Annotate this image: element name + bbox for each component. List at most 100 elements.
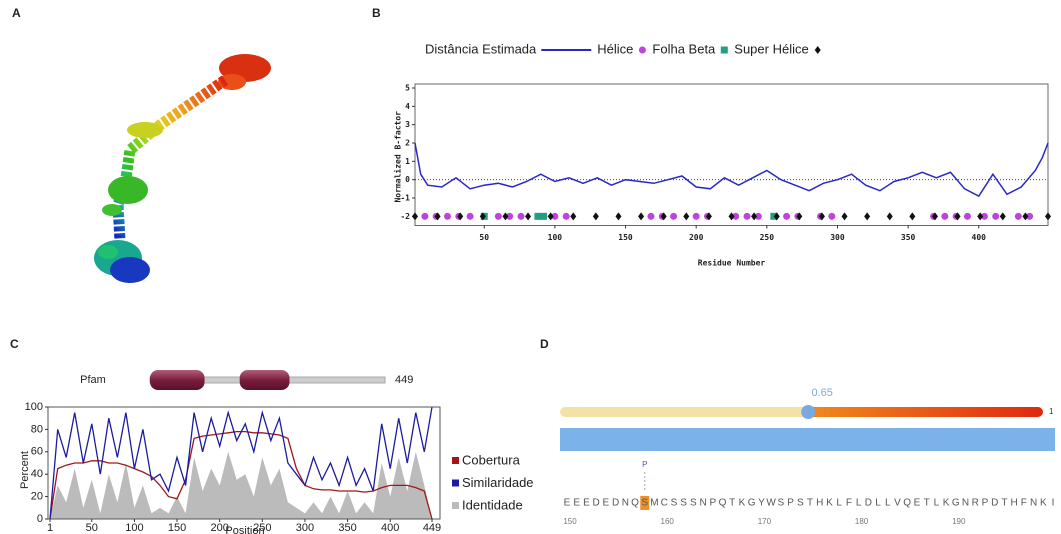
y-tick-label: -1 [400, 194, 410, 203]
structure-marker [963, 212, 971, 220]
residue: L [836, 498, 842, 509]
scale-max-label: 1 [1049, 407, 1054, 416]
residue: D [593, 498, 600, 509]
legend-label: Similaridade [462, 475, 534, 490]
x-tick-label: 300 [296, 522, 314, 534]
structure-marker [525, 212, 532, 221]
pfam-domain [239, 370, 290, 390]
structure-marker [494, 212, 502, 220]
residue: Q [719, 498, 727, 509]
structure-marker [466, 212, 474, 220]
x-tick-label: 100 [125, 522, 143, 534]
y-axis-title: Percent [19, 451, 31, 489]
residue: T [807, 498, 813, 509]
residue: D [612, 498, 619, 509]
x-tick-label: 200 [689, 233, 704, 242]
structure-marker [743, 212, 751, 220]
structure-marker [517, 212, 525, 220]
residue: L [875, 498, 881, 509]
residue: L [885, 498, 891, 509]
residue: D [991, 498, 998, 509]
plot-frame [47, 406, 441, 520]
y-tick-label: 100 [25, 401, 43, 413]
y-tick-label: -2 [400, 212, 410, 221]
legend-label: Identidade [462, 497, 523, 512]
y-tick-label: 3 [405, 120, 410, 129]
score-label: 0.65 [811, 387, 832, 399]
legend-swatch [452, 479, 459, 487]
structure-marker [783, 212, 791, 220]
structure-marker [412, 212, 418, 221]
structure-marker [547, 212, 554, 221]
structure-marker [864, 212, 871, 221]
structure-marker [570, 212, 577, 221]
domain-blob [127, 122, 163, 138]
legend-label: Hélice [597, 41, 633, 56]
residue: D [865, 498, 872, 509]
residue: V [894, 498, 901, 509]
residue: W [766, 498, 776, 509]
structure-marker [540, 212, 548, 220]
residue: L [856, 498, 862, 509]
structure-marker [457, 212, 464, 221]
residue: K [1040, 498, 1047, 509]
structure-marker [421, 212, 429, 220]
structure-marker [705, 212, 712, 221]
residue: N [1030, 498, 1037, 509]
x-tick-label: 250 [760, 233, 775, 242]
legend-label: Distância Estimada [425, 41, 537, 56]
structure-marker [931, 212, 938, 221]
x-tick-label: 50 [479, 233, 489, 242]
structure-marker [992, 212, 1000, 220]
modification-label: P [642, 460, 647, 469]
legend-label: Cobertura [462, 452, 521, 467]
x-tick-label: 180 [855, 517, 869, 526]
x-tick-label: 160 [661, 517, 675, 526]
residue: E [583, 498, 590, 509]
residue: R [972, 498, 979, 509]
x-tick-label: 150 [618, 233, 633, 242]
residue: G [748, 498, 756, 509]
y-tick-label: 2 [405, 139, 410, 148]
residue: Y [758, 498, 765, 509]
y-tick-label: 40 [31, 468, 43, 480]
residue: S [680, 498, 687, 509]
residue: K [739, 498, 746, 509]
structure-marker [954, 212, 961, 221]
residue: S [641, 498, 648, 509]
residue: T [924, 498, 930, 509]
structure-marker [732, 212, 740, 220]
residue: M [650, 498, 658, 509]
residue: L [934, 498, 940, 509]
x-tick-label: 350 [338, 522, 356, 534]
data-line [49, 406, 433, 520]
structure-marker [434, 212, 441, 221]
structure-marker [818, 212, 825, 221]
data-area [50, 451, 432, 519]
legend-swatch [720, 46, 728, 54]
legend-swatch [452, 457, 459, 464]
structure-marker [728, 212, 735, 221]
protein-structure [94, 54, 271, 283]
domain-blob [108, 176, 148, 204]
structure-marker [615, 212, 622, 221]
x-tick-label: 190 [952, 517, 966, 526]
residue: H [816, 498, 823, 509]
residue: S [778, 498, 785, 509]
x-tick-label: 1 [47, 522, 53, 534]
x-tick-label: 50 [86, 522, 98, 534]
residue: S [690, 498, 697, 509]
residue: N [962, 498, 969, 509]
structure-marker [647, 212, 655, 220]
y-tick-label: 5 [405, 84, 410, 93]
protein-length: 449 [395, 374, 413, 386]
pfam-domain [150, 370, 205, 390]
panel-label: B [372, 6, 381, 20]
residue: G [952, 498, 960, 509]
panel-label: D [540, 337, 549, 351]
legend-swatch [814, 46, 821, 54]
x-tick-label: 170 [758, 517, 772, 526]
residue: I [1052, 498, 1055, 509]
plot-frame [414, 83, 1049, 226]
structure-marker [1014, 212, 1022, 220]
